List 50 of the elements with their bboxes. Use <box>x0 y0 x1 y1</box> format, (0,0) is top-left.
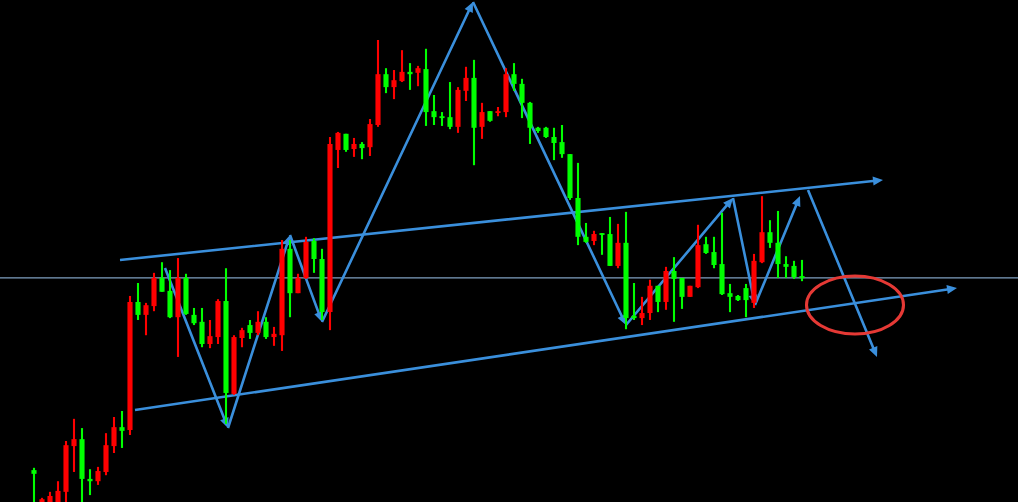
candlestick <box>311 237 317 274</box>
candlestick <box>463 65 469 103</box>
candlestick <box>207 318 213 350</box>
candlestick <box>391 68 397 101</box>
candlestick <box>551 126 557 162</box>
candlestick <box>631 281 637 322</box>
candlestick <box>671 256 677 323</box>
candlestick <box>119 409 125 449</box>
candlestick <box>599 232 605 256</box>
candlestick <box>479 101 485 140</box>
candlestick <box>799 258 805 283</box>
candlestick <box>159 261 165 293</box>
candlestick <box>135 281 141 322</box>
candlestick <box>111 415 117 455</box>
candlestick <box>255 310 261 337</box>
candlestick <box>71 417 77 474</box>
candlestick <box>87 468 93 497</box>
candlestick <box>639 295 645 327</box>
candlestick <box>519 77 525 120</box>
candlestick <box>711 235 717 270</box>
candlestick <box>335 130 341 170</box>
candlestick <box>559 123 565 159</box>
candlestick <box>655 284 661 314</box>
candlestick <box>743 282 749 319</box>
candlestick <box>615 222 621 270</box>
candlestick <box>351 136 357 158</box>
candlestick <box>775 209 781 279</box>
candlestick <box>31 466 37 502</box>
candlestick <box>583 221 589 244</box>
candlestick <box>247 318 253 340</box>
candlestick <box>271 325 277 347</box>
candlestick <box>55 480 61 502</box>
candlestick <box>727 282 733 314</box>
candlestick <box>431 93 437 127</box>
candlestick <box>95 465 101 486</box>
candlestick <box>767 219 773 249</box>
candlestick <box>199 306 205 349</box>
candlestick <box>367 117 373 157</box>
candlestick <box>791 259 797 280</box>
candlestick <box>679 276 685 310</box>
candlestick <box>511 62 517 92</box>
candlestick <box>783 255 789 279</box>
candlestick <box>239 326 245 349</box>
candlestick <box>383 67 389 95</box>
candlestick <box>415 64 421 88</box>
candlestick <box>143 301 149 337</box>
candlestick <box>407 62 413 91</box>
candlestick <box>263 316 269 340</box>
candlestick <box>399 49 405 84</box>
candlestick <box>447 81 453 131</box>
